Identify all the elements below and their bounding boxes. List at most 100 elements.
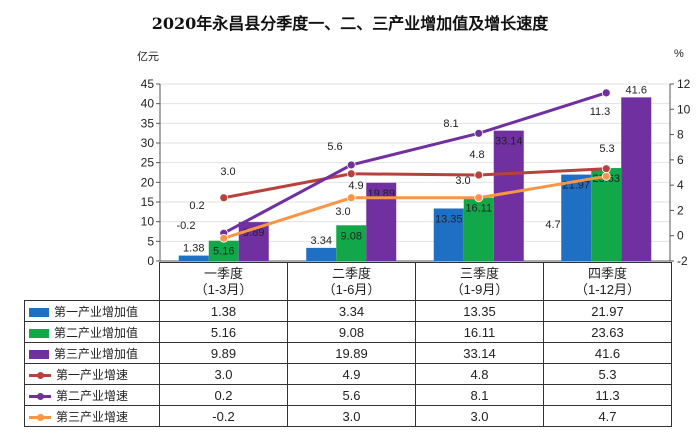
bar-data-label: 41.6 [626, 84, 647, 96]
legend-line-swatch [29, 371, 51, 379]
bar-data-label: 13.35 [435, 213, 463, 225]
right-tick-label: 12 [677, 77, 691, 91]
table-corner [24, 262, 160, 301]
series-line [223, 174, 607, 240]
bar [561, 174, 592, 261]
table-cell: 19.89 [287, 342, 416, 364]
legend-label: 第二产业增速 [56, 388, 129, 403]
legend-bar-swatch [29, 328, 49, 338]
table-row: 第一产业增速 3.0 4.9 4.8 5.3 [24, 363, 672, 385]
table-cell: 4.9 [287, 363, 416, 385]
category-label: 二季度 （1-6月） [287, 262, 416, 301]
left-tick-label: 20 [141, 175, 155, 189]
legend-line-swatch [29, 392, 51, 400]
table-cell: 5.6 [287, 384, 416, 406]
table-cell: 9.89 [159, 342, 288, 364]
left-tick-label: 0 [147, 254, 154, 268]
chart-title: 2020年永昌县分季度一、二、三产业增加值及增长速度 [151, 14, 549, 33]
right-tick-label: 10 [677, 102, 691, 116]
left-tick-label: 35 [141, 116, 155, 130]
line-marker [601, 164, 611, 174]
bar [178, 255, 209, 261]
table-cell: 21.97 [543, 300, 672, 322]
table-cell: 23.63 [543, 321, 672, 343]
line-marker [346, 169, 356, 179]
left-tick-label: 45 [141, 77, 155, 91]
legend-label: 第三产业增加值 [54, 346, 139, 361]
bar [433, 208, 464, 261]
legend-entry: 第三产业增速 [24, 405, 160, 427]
line-marker [601, 171, 611, 181]
table-cell: 8.1 [415, 384, 544, 406]
table-cell: 41.6 [543, 342, 672, 364]
legend-label: 第二产业增加值 [54, 325, 139, 340]
table-cell: 5.16 [159, 321, 288, 343]
left-tick-label: 5 [147, 234, 154, 248]
line-marker [346, 160, 356, 170]
bar-data-label: 9.08 [341, 230, 362, 242]
bar [336, 225, 367, 261]
right-axis-unit: % [674, 48, 684, 60]
line-data-label: 4.7 [545, 219, 560, 231]
bar [208, 240, 239, 261]
line-marker [474, 193, 484, 203]
series-line [223, 91, 607, 235]
line-marker [474, 170, 484, 180]
line-marker [346, 193, 356, 203]
table-cell: 3.0 [159, 363, 288, 385]
line-data-label: -0.2 [177, 220, 196, 232]
table-row: 第三产业增加值 9.89 19.89 33.14 41.6 [24, 342, 672, 364]
table-cell: 33.14 [415, 342, 544, 364]
line-data-label: 3.0 [335, 206, 350, 218]
bar-data-label: 33.14 [495, 136, 523, 148]
legend-entry: 第三产业增加值 [24, 342, 160, 364]
line-data-label: 4.8 [469, 149, 484, 161]
line-data-label: 3.0 [455, 175, 470, 187]
left-tick-label: 15 [141, 195, 155, 209]
table-cell: 4.8 [415, 363, 544, 385]
bar [306, 247, 337, 261]
left-tick-label: 30 [141, 136, 155, 150]
table-row: 第二产业增速 0.2 5.6 8.1 11.3 [24, 384, 672, 406]
table-cell: 3.0 [415, 405, 544, 427]
legend-label: 第三产业增速 [56, 409, 129, 424]
table-row: 第一产业增加值 1.38 3.34 13.35 21.97 [24, 300, 672, 322]
line-marker [474, 128, 484, 138]
line-marker [219, 193, 229, 203]
category-label: 三季度 （1-9月） [415, 262, 544, 301]
right-tick-label: 0 [677, 229, 684, 243]
bar-data-label: 5.16 [213, 246, 234, 258]
table-cell: 4.7 [543, 405, 672, 427]
bar-data-label: 1.38 [183, 243, 204, 255]
table-cell: 5.3 [543, 363, 672, 385]
right-tick-label: -2 [677, 254, 688, 268]
table-cell: 13.35 [415, 300, 544, 322]
legend-line-swatch [29, 413, 51, 421]
legend-bar-swatch [29, 307, 49, 317]
table-cell: 3.0 [287, 405, 416, 427]
line-marker [601, 88, 611, 98]
bar [366, 182, 397, 261]
table-cell: 9.08 [287, 321, 416, 343]
data-table: 一季度 （1-3月） 二季度 （1-6月） 三季度 （1-9月） 四季度 （1-12月）… [24, 262, 672, 427]
right-tick-label: 2 [677, 203, 684, 217]
legend-entry: 第一产业增速 [24, 363, 160, 385]
bar-data-label: 3.34 [311, 235, 332, 247]
bar-data-label: 16.11 [465, 203, 492, 215]
bar [591, 168, 622, 261]
line-data-label: 11.3 [590, 106, 611, 118]
table-row: 第三产业增速 -0.2 3.0 3.0 4.7 [24, 405, 672, 427]
table-row: 第二产业增加值 5.16 9.08 16.11 23.63 [24, 321, 672, 343]
plot-area: 0 5 10 15 20 25 30 35 40 45 -2 0 2 4 6 8 10 12 1.38 3.34 13.… [141, 77, 691, 268]
category-label: 一季度 （1-3月） [159, 262, 288, 301]
category-label: 四季度 （1-12月） [543, 262, 672, 301]
right-tick-label: 8 [677, 128, 684, 142]
line-data-label: 5.3 [599, 143, 614, 155]
right-tick-label: 4 [677, 178, 684, 192]
line-data-label: 8.1 [443, 118, 458, 130]
legend-bar-swatch [29, 349, 49, 359]
legend-entry: 第二产业增加值 [24, 321, 160, 343]
table-cell: 16.11 [415, 321, 544, 343]
right-tick-label: 6 [677, 153, 684, 167]
left-axis-unit: 亿元 [137, 51, 159, 63]
